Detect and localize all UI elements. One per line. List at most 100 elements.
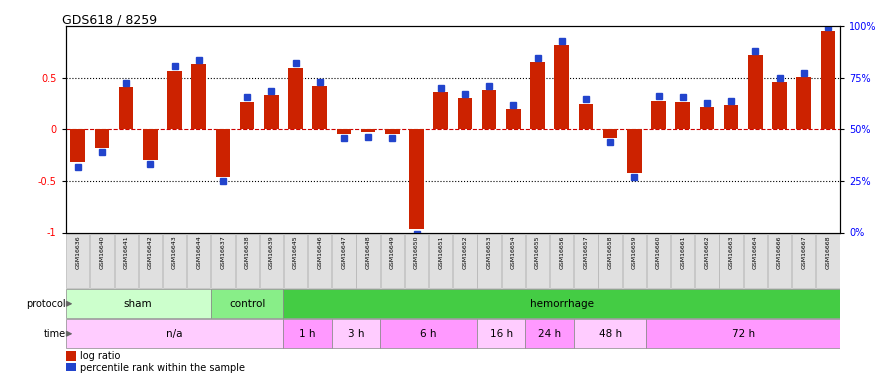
Bar: [603, 129, 618, 138]
Bar: [748, 55, 763, 129]
Text: 16 h: 16 h: [490, 329, 513, 339]
Text: GSM16648: GSM16648: [366, 236, 371, 269]
Text: GSM16637: GSM16637: [220, 236, 226, 269]
Text: GSM16645: GSM16645: [293, 236, 298, 269]
Text: 6 h: 6 h: [420, 329, 437, 339]
Text: 1 h: 1 h: [299, 329, 316, 339]
Text: GSM16636: GSM16636: [75, 236, 80, 269]
FancyBboxPatch shape: [235, 234, 259, 288]
FancyBboxPatch shape: [429, 234, 452, 288]
FancyBboxPatch shape: [284, 290, 840, 318]
Text: GSM16643: GSM16643: [172, 236, 177, 269]
Text: GSM16651: GSM16651: [438, 236, 444, 269]
Bar: [360, 129, 375, 132]
Bar: [288, 68, 303, 129]
Bar: [578, 104, 593, 129]
Text: 72 h: 72 h: [732, 329, 755, 339]
FancyBboxPatch shape: [647, 320, 840, 348]
FancyBboxPatch shape: [768, 234, 791, 288]
Text: GSM16667: GSM16667: [802, 236, 806, 269]
FancyBboxPatch shape: [525, 320, 574, 348]
Bar: [458, 99, 472, 129]
Text: GSM16657: GSM16657: [584, 236, 588, 269]
FancyBboxPatch shape: [574, 234, 598, 288]
FancyBboxPatch shape: [332, 320, 381, 348]
Bar: [312, 86, 327, 129]
Text: GSM16654: GSM16654: [511, 236, 515, 269]
Text: GSM16646: GSM16646: [318, 236, 322, 269]
Bar: [482, 90, 496, 129]
Text: GSM16640: GSM16640: [100, 236, 104, 269]
Text: GSM16656: GSM16656: [559, 236, 564, 269]
Text: GSM16668: GSM16668: [825, 236, 830, 269]
FancyBboxPatch shape: [381, 234, 404, 288]
FancyBboxPatch shape: [671, 234, 695, 288]
FancyBboxPatch shape: [477, 320, 525, 348]
Text: protocol: protocol: [26, 299, 66, 309]
Bar: [700, 106, 714, 129]
Bar: [94, 129, 109, 148]
Bar: [71, 129, 85, 162]
FancyBboxPatch shape: [478, 234, 500, 288]
Bar: [66, 351, 76, 361]
FancyBboxPatch shape: [90, 234, 114, 288]
FancyBboxPatch shape: [211, 234, 235, 288]
FancyBboxPatch shape: [381, 320, 477, 348]
FancyBboxPatch shape: [115, 234, 137, 288]
FancyBboxPatch shape: [574, 320, 647, 348]
Text: GSM16649: GSM16649: [390, 236, 395, 269]
FancyBboxPatch shape: [356, 234, 380, 288]
Text: GSM16663: GSM16663: [729, 236, 733, 269]
Bar: [264, 95, 278, 129]
Bar: [796, 77, 811, 129]
Text: GSM16664: GSM16664: [752, 236, 758, 269]
FancyBboxPatch shape: [598, 234, 622, 288]
Text: GSM16647: GSM16647: [341, 236, 346, 269]
FancyBboxPatch shape: [816, 234, 839, 288]
Text: sham: sham: [124, 299, 152, 309]
Bar: [410, 129, 423, 230]
Text: percentile rank within the sample: percentile rank within the sample: [80, 363, 245, 374]
Bar: [66, 363, 76, 374]
FancyBboxPatch shape: [719, 234, 743, 288]
Text: 48 h: 48 h: [598, 329, 621, 339]
Bar: [167, 70, 182, 129]
Bar: [240, 102, 255, 129]
Text: log ratio: log ratio: [80, 351, 120, 361]
FancyBboxPatch shape: [405, 234, 428, 288]
Text: GSM16639: GSM16639: [269, 236, 274, 269]
FancyBboxPatch shape: [163, 234, 186, 288]
Bar: [337, 129, 351, 134]
Text: control: control: [229, 299, 265, 309]
Text: time: time: [44, 329, 66, 339]
Text: GSM16650: GSM16650: [414, 236, 419, 269]
FancyBboxPatch shape: [501, 234, 525, 288]
FancyBboxPatch shape: [332, 234, 355, 288]
Bar: [724, 105, 738, 129]
Text: GSM16660: GSM16660: [656, 236, 661, 269]
FancyBboxPatch shape: [260, 234, 283, 288]
FancyBboxPatch shape: [211, 290, 284, 318]
FancyBboxPatch shape: [66, 234, 89, 288]
Bar: [385, 129, 400, 134]
FancyBboxPatch shape: [647, 234, 670, 288]
Bar: [821, 32, 835, 129]
Text: hemorrhage: hemorrhage: [529, 299, 594, 309]
FancyBboxPatch shape: [284, 234, 307, 288]
Bar: [773, 82, 787, 129]
Text: GSM16661: GSM16661: [680, 236, 685, 269]
Text: GSM16662: GSM16662: [704, 236, 710, 269]
Bar: [555, 45, 569, 129]
Text: GSM16655: GSM16655: [535, 236, 540, 269]
Text: GSM16659: GSM16659: [632, 236, 637, 269]
Bar: [530, 62, 545, 129]
Text: GSM16652: GSM16652: [462, 236, 467, 269]
Bar: [144, 129, 158, 160]
FancyBboxPatch shape: [696, 234, 718, 288]
Text: GSM16658: GSM16658: [607, 236, 612, 269]
FancyBboxPatch shape: [744, 234, 766, 288]
Text: GSM16666: GSM16666: [777, 236, 782, 269]
FancyBboxPatch shape: [526, 234, 550, 288]
FancyBboxPatch shape: [284, 320, 332, 348]
Bar: [215, 129, 230, 177]
